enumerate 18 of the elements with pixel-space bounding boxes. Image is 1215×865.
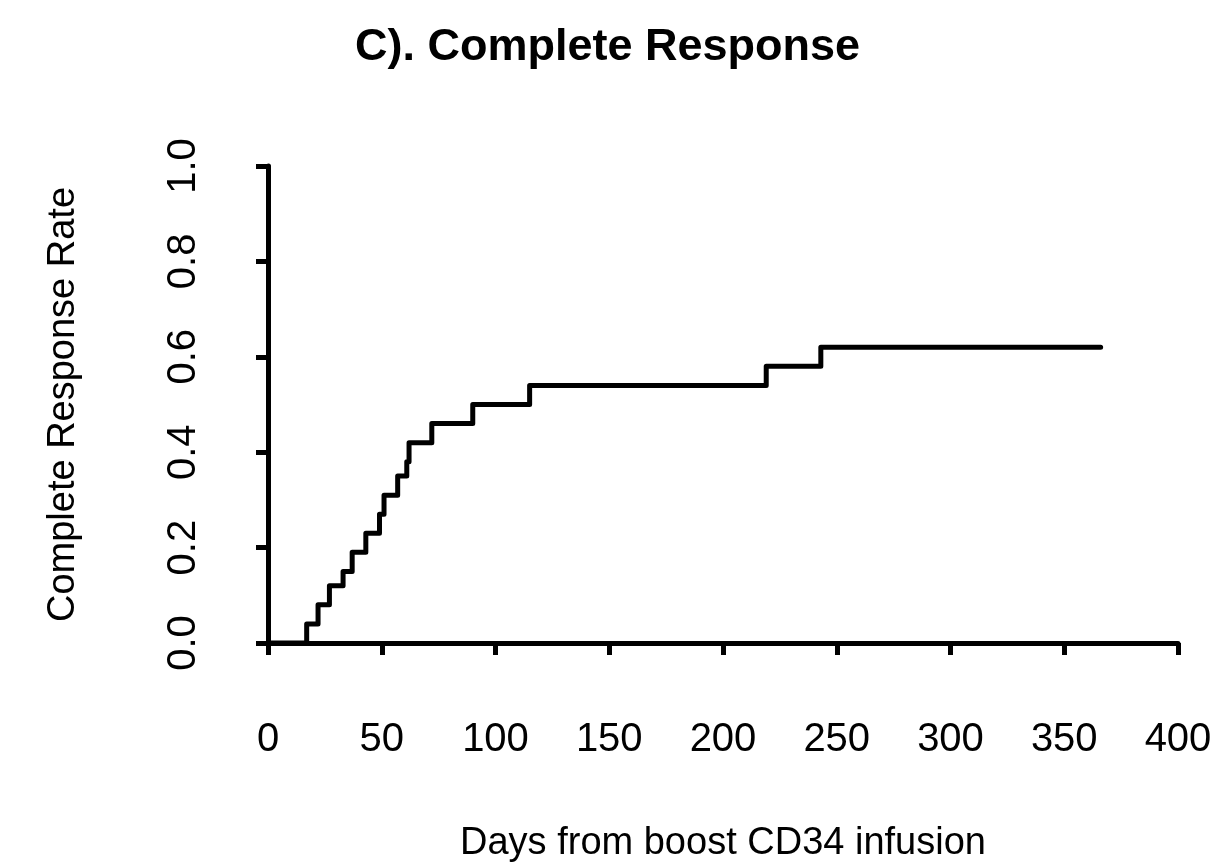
x-tick-label: 200	[689, 715, 757, 759]
y-tick-label: 0.6	[159, 329, 203, 385]
x-tick-label: 350	[1030, 715, 1098, 759]
x-tick-label: 250	[803, 715, 871, 759]
y-tick-label: 0.8	[159, 233, 203, 290]
chart-title: C). Complete Response	[354, 19, 861, 70]
x-tick-label: 100	[462, 715, 529, 759]
x-tick-label: 50	[359, 715, 404, 759]
x-tick-label: 300	[917, 715, 984, 759]
y-tick-label: 1.0	[159, 138, 203, 194]
y-tick-label: 0.0	[159, 615, 203, 671]
y-axis-title: Complete Response Rate	[40, 186, 82, 623]
x-tick-label: 0	[256, 715, 280, 759]
x-tick-label: 400	[1144, 715, 1212, 759]
y-tick-label: 0.2	[159, 519, 203, 576]
x-axis-title: Days from boost CD34 infusion	[460, 820, 986, 862]
y-tick-label: 0.4	[159, 424, 203, 480]
x-tick-label: 150	[575, 715, 643, 759]
